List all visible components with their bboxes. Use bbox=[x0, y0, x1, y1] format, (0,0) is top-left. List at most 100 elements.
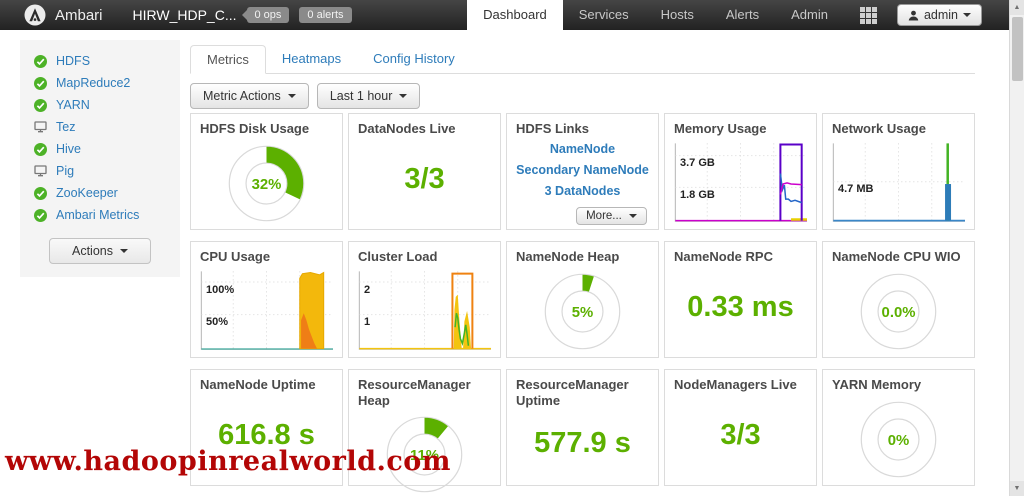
link-3-datanodes[interactable]: 3 DataNodes bbox=[544, 184, 621, 199]
donut-value: 0% bbox=[888, 433, 910, 449]
sidebar-item-label: ZooKeeper bbox=[56, 186, 118, 200]
actions-button-label: Actions bbox=[72, 244, 113, 258]
donut-value: 32% bbox=[252, 177, 282, 193]
widget-title: HDFS Links bbox=[516, 121, 589, 136]
client-monitor-icon bbox=[34, 121, 47, 133]
donut-value: 0.0% bbox=[882, 305, 916, 321]
ambari-logo-icon bbox=[24, 4, 46, 26]
widget-memory-usage: Memory Usage 3.7 GB 1.8 GB bbox=[664, 113, 817, 230]
cluster-name[interactable]: HIRW_HDP_C... bbox=[132, 7, 237, 23]
top-navbar: Ambari HIRW_HDP_C... 0 ops 0 alerts Dash… bbox=[0, 0, 1024, 30]
nav-spacer bbox=[352, 0, 468, 30]
widget-title: NameNode Uptime bbox=[200, 377, 316, 392]
y-axis-label: 4.7 MB bbox=[838, 183, 874, 196]
metric-actions-button[interactable]: Metric Actions bbox=[190, 83, 309, 109]
nav-item-admin[interactable]: Admin bbox=[791, 7, 828, 22]
sidebar-item-label: Ambari Metrics bbox=[56, 208, 140, 222]
caret-down-icon bbox=[287, 94, 296, 98]
widget-value: 577.9 s bbox=[534, 426, 631, 459]
more-button-label: More... bbox=[586, 210, 622, 223]
widget-grid: HDFS Disk Usage 32% DataNodes Live 3/3 HDFS … bbox=[190, 113, 975, 496]
y-axis-label: 1.8 GB bbox=[680, 188, 715, 201]
widget-cluster-load: Cluster Load 2 1 bbox=[348, 241, 501, 358]
widget-datanodes-live: DataNodes Live 3/3 bbox=[348, 113, 501, 230]
timeseries-chart: 3.7 GB 1.8 GB bbox=[674, 141, 807, 222]
caret-down-icon bbox=[628, 214, 637, 219]
ops-count-badge[interactable]: 0 ops bbox=[241, 7, 290, 23]
brand-area: Ambari bbox=[0, 0, 103, 30]
client-monitor-icon bbox=[34, 165, 47, 177]
actions-button[interactable]: Actions bbox=[49, 238, 151, 264]
status-ok-icon bbox=[34, 98, 47, 112]
user-icon bbox=[908, 10, 919, 21]
y-axis-label: 3.7 GB bbox=[680, 157, 715, 170]
link-namenode[interactable]: NameNode bbox=[549, 141, 616, 156]
y-axis-label: 100% bbox=[206, 283, 235, 296]
scroll-down-icon[interactable]: ▼ bbox=[1009, 481, 1024, 496]
widget-value: 616.8 s bbox=[218, 418, 315, 451]
status-ok-icon bbox=[34, 208, 47, 222]
sidebar-item-hdfs[interactable]: HDFS bbox=[20, 50, 180, 72]
scroll-up-icon[interactable]: ▲ bbox=[1009, 0, 1024, 15]
status-ok-icon bbox=[34, 54, 47, 68]
widget-namenode-cpu-wio: NameNode CPU WIO 0.0% bbox=[822, 241, 975, 358]
sidebar-item-ambari-metrics[interactable]: Ambari Metrics bbox=[20, 204, 180, 226]
y-axis-label: 1 bbox=[364, 316, 371, 329]
donut-chart: 11% bbox=[358, 408, 491, 496]
widget-title: Network Usage bbox=[832, 121, 926, 136]
sidebar-item-tez[interactable]: Tez bbox=[20, 116, 180, 138]
sidebar-item-pig[interactable]: Pig bbox=[20, 160, 180, 182]
widget-namenode-heap: NameNode Heap 5% bbox=[506, 241, 659, 358]
widget-title: CPU Usage bbox=[200, 249, 271, 264]
nav-item-dashboard[interactable]: Dashboard bbox=[467, 0, 563, 30]
nav-item-hosts[interactable]: Hosts bbox=[660, 7, 694, 22]
donut-chart: 0% bbox=[832, 393, 965, 486]
user-menu-button[interactable]: admin bbox=[896, 4, 982, 26]
hdfs-links-list: NameNode Secondary NameNode 3 DataNodes Mor… bbox=[516, 137, 649, 226]
metrics-toolbar: Metric Actions Last 1 hour bbox=[190, 83, 975, 109]
widget-value: 3/3 bbox=[720, 418, 761, 451]
views-grid-icon[interactable] bbox=[859, 6, 877, 24]
caret-down-icon bbox=[120, 249, 128, 253]
sidebar-item-label: Tez bbox=[56, 120, 76, 134]
donut-chart: 5% bbox=[516, 265, 649, 358]
sidebar-item-mapreduce2[interactable]: MapReduce2 bbox=[20, 72, 180, 94]
widget-namenode-uptime: NameNode Uptime 616.8 s bbox=[190, 369, 343, 486]
widget-title: ResourceManager Uptime bbox=[516, 377, 629, 408]
dashboard-tabs: Metrics Heatmaps Config History bbox=[190, 40, 975, 74]
sidebar-item-label: HDFS bbox=[56, 54, 91, 68]
sidebar-item-hive[interactable]: Hive bbox=[20, 138, 180, 160]
widget-cpu-usage: CPU Usage 100% 50% bbox=[190, 241, 343, 358]
tab-config-history[interactable]: Config History bbox=[373, 51, 455, 66]
donut-value: 5% bbox=[572, 305, 594, 321]
caret-down-icon bbox=[399, 94, 408, 98]
vertical-scrollbar[interactable]: ▲ ▼ bbox=[1009, 0, 1024, 496]
status-ok-icon bbox=[34, 186, 47, 200]
brand-name[interactable]: Ambari bbox=[55, 6, 103, 24]
scrollbar-thumb[interactable] bbox=[1011, 17, 1023, 81]
service-list: HDFS MapReduce2 YARN Tez Hive Pig ZooKeeper Amb… bbox=[20, 50, 180, 226]
widget-title: HDFS Disk Usage bbox=[200, 121, 310, 136]
nav-item-alerts[interactable]: Alerts bbox=[725, 7, 760, 22]
nav-item-services[interactable]: Services bbox=[578, 7, 629, 22]
sidebar-item-zookeeper[interactable]: ZooKeeper bbox=[20, 182, 180, 204]
time-range-label: Last 1 hour bbox=[329, 89, 393, 103]
more-button[interactable]: More... bbox=[576, 207, 647, 226]
alerts-count-badge[interactable]: 0 alerts bbox=[299, 7, 352, 23]
y-axis-label: 2 bbox=[364, 283, 371, 296]
widget-title: NameNode RPC bbox=[674, 249, 773, 264]
widget-value: 3/3 bbox=[404, 162, 445, 195]
link-secondary-namenode[interactable]: Secondary NameNode bbox=[516, 162, 649, 177]
status-ok-icon bbox=[34, 76, 47, 90]
widget-title: Cluster Load bbox=[358, 249, 438, 264]
tab-metrics[interactable]: Metrics bbox=[190, 45, 266, 74]
widget-hdfs-disk-usage: HDFS Disk Usage 32% bbox=[190, 113, 343, 230]
time-range-button[interactable]: Last 1 hour bbox=[316, 83, 421, 109]
nav-items: Dashboard Services Hosts Alerts Admin bbox=[467, 0, 844, 30]
sidebar-item-yarn[interactable]: YARN bbox=[20, 94, 180, 116]
widget-hdfs-links: HDFS Links NameNode Secondary NameNode 3 Da… bbox=[506, 113, 659, 230]
main-content: Metrics Heatmaps Config History Metric Act… bbox=[190, 40, 975, 496]
caret-down-icon bbox=[963, 13, 971, 17]
sidebar-item-label: Hive bbox=[56, 142, 82, 156]
tab-heatmaps[interactable]: Heatmaps bbox=[281, 51, 342, 66]
